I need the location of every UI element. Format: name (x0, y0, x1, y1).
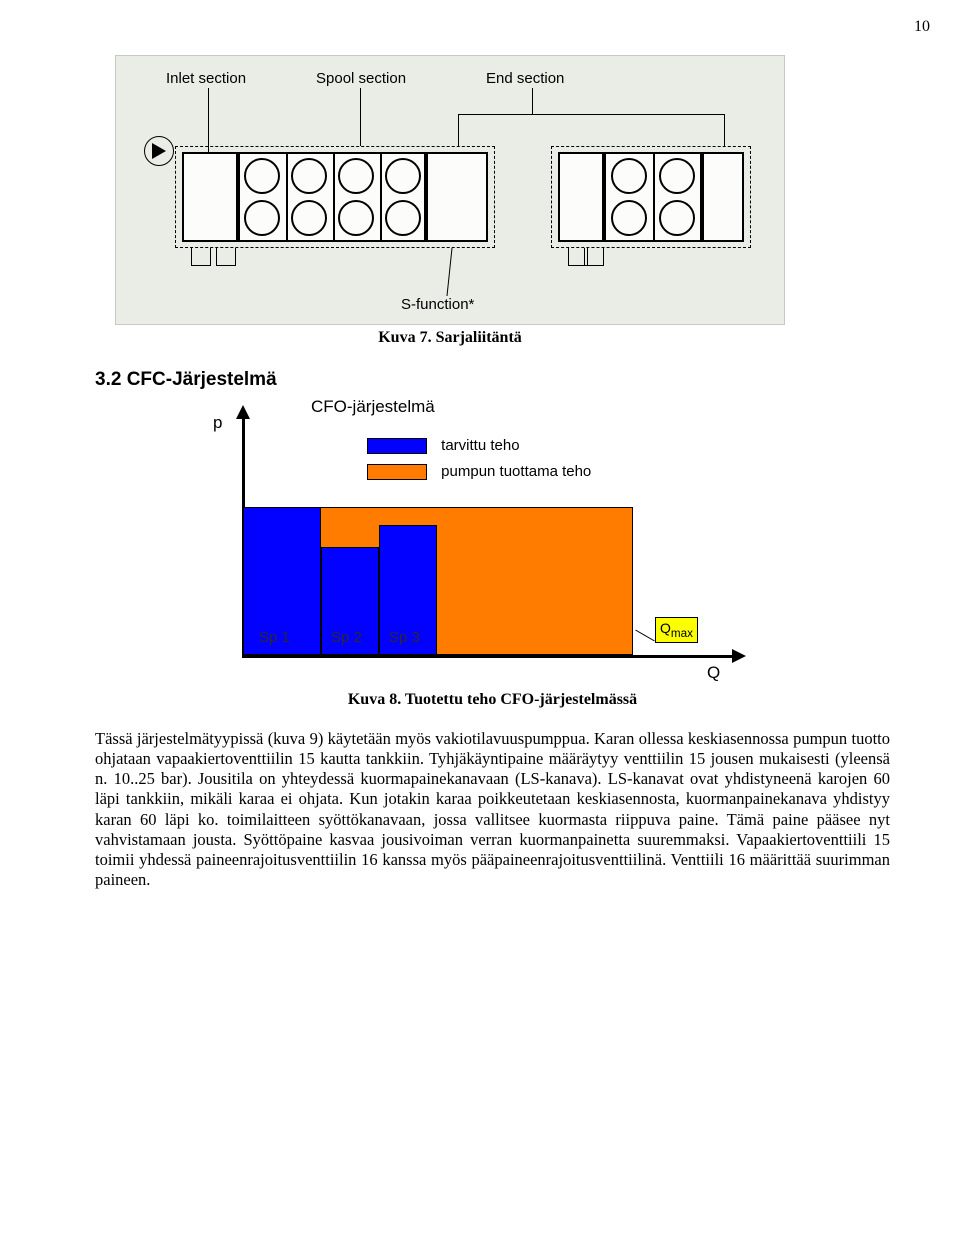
y-axis-arrow (236, 405, 250, 419)
legend-required: tarvittu teho (367, 437, 520, 454)
label-sp2: Sp 2 (331, 629, 362, 646)
x-axis (242, 655, 734, 658)
figure-7-diagram: Inlet section Spool section End section … (115, 55, 785, 325)
legend-swatch-pump (367, 464, 427, 480)
body-paragraph: Tässä järjestelmätyypissä (kuva 9) käyte… (95, 729, 890, 890)
figure-8-caption: Kuva 8. Tuotettu teho CFO-järjestelmässä (95, 691, 890, 709)
legend-label-pump: pumpun tuottama teho (441, 463, 591, 480)
figure-8-chart: CFO-järjestelmä p Q tarvittu teho pumpun… (207, 397, 797, 687)
legend-pump: pumpun tuottama teho (367, 463, 591, 480)
y-axis-label: p (213, 413, 222, 433)
chart-title: CFO-järjestelmä (311, 397, 435, 417)
x-axis-arrow (732, 649, 746, 663)
page-number: 10 (914, 18, 930, 36)
label-inlet-section: Inlet section (166, 70, 246, 87)
label-s-function: S-function* (401, 296, 474, 313)
qmax-leader (635, 630, 655, 642)
label-sp1: Sp 1 (259, 629, 290, 646)
label-end-section: End section (486, 70, 564, 87)
figure-7: Inlet section Spool section End section … (115, 55, 785, 347)
qmax-callout: Qmax (655, 617, 698, 643)
label-sp3: Sp 3 (389, 629, 420, 646)
section-heading-3-2: 3.2 CFC-Järjestelmä (95, 369, 890, 391)
x-axis-label: Q (707, 663, 720, 683)
legend-swatch-required (367, 438, 427, 454)
figure-7-caption: Kuva 7. Sarjaliitäntä (115, 329, 785, 347)
label-spool-section: Spool section (316, 70, 406, 87)
legend-label-required: tarvittu teho (441, 437, 519, 454)
